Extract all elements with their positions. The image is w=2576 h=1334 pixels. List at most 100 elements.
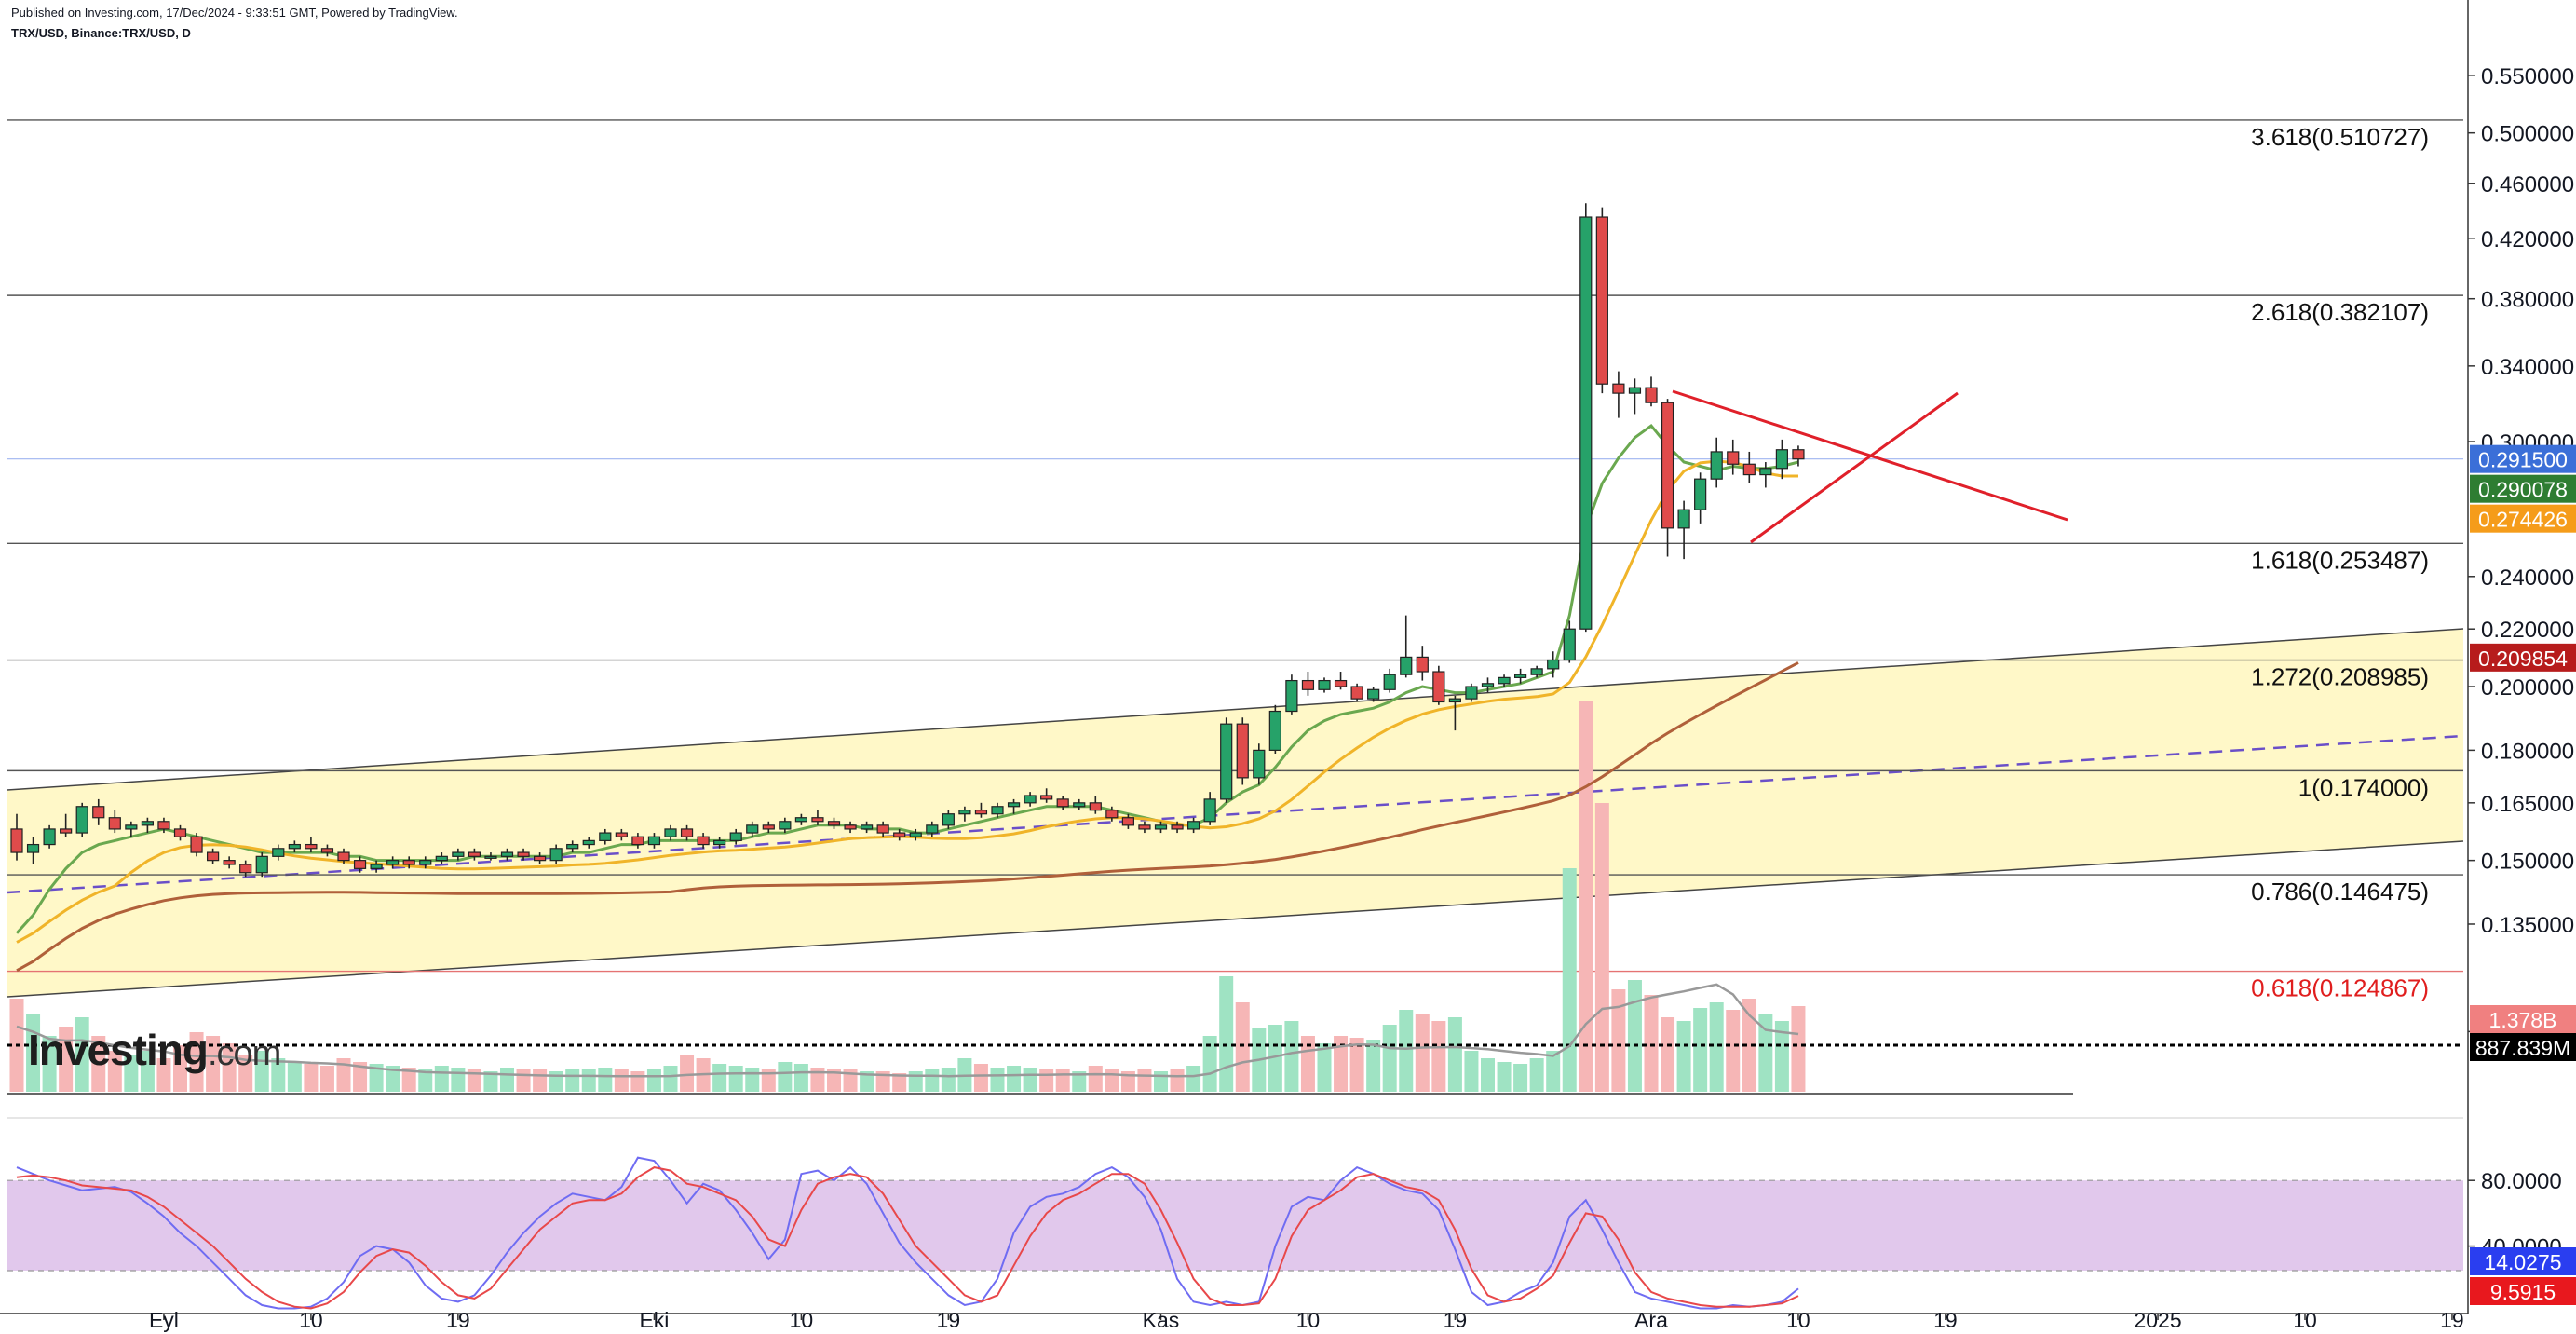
stoch-k-badge: 14.0275 — [2470, 1247, 2576, 1275]
candle-body — [1677, 509, 1690, 529]
channel-fill — [7, 629, 2463, 997]
volume-bar — [1661, 1017, 1675, 1092]
candle-body — [288, 843, 301, 850]
candle-body — [746, 824, 759, 834]
candle — [599, 828, 612, 845]
volume-bar — [778, 1062, 793, 1092]
candle — [1694, 472, 1707, 524]
candle-body — [419, 860, 432, 865]
candle — [1186, 817, 1200, 834]
price-badge: 0.291500 — [2470, 444, 2576, 473]
candle — [43, 824, 56, 849]
candle — [1154, 821, 1168, 834]
time-tick-label: 19 — [446, 1308, 470, 1332]
volume-average-badge-bg — [2470, 1033, 2576, 1061]
candle — [1056, 796, 1069, 810]
candle — [468, 848, 481, 861]
time-tick-label: Ara — [1634, 1308, 1668, 1332]
candle — [419, 856, 432, 869]
candle — [1089, 796, 1102, 814]
volume-bar — [500, 1068, 514, 1092]
time-tick-label: 10 — [2293, 1308, 2317, 1332]
candle-body — [1285, 679, 1298, 713]
candle — [517, 848, 530, 861]
volume-bar — [173, 1045, 187, 1092]
time-tick-label: 10 — [1296, 1308, 1321, 1332]
volume-bar — [1464, 1051, 1479, 1092]
candle — [60, 813, 73, 837]
candlesticks — [10, 203, 1805, 878]
candle-body — [1007, 802, 1021, 808]
price-tick-label: 0.180000 — [2481, 739, 2574, 764]
stoch-d-badge: 9.5915 — [2470, 1277, 2576, 1305]
candle — [1318, 677, 1331, 693]
stoch-k-badge-bg — [2470, 1247, 2576, 1275]
volume-bar — [140, 1051, 155, 1092]
price-tick-label: 0.420000 — [2481, 227, 2574, 252]
candle-body — [1220, 723, 1233, 800]
volume-bar — [810, 1068, 825, 1092]
candle-body — [75, 806, 88, 834]
candle-body — [664, 828, 677, 837]
candle-body — [141, 821, 154, 826]
volume-bar — [1268, 1025, 1282, 1092]
candle — [1775, 439, 1789, 480]
candle-body — [1694, 478, 1707, 510]
candle — [386, 856, 400, 869]
triangle-lower-line — [1750, 391, 1959, 544]
candle-body — [1710, 451, 1723, 480]
candle — [1236, 717, 1249, 785]
price-badge: 0.274426 — [2470, 504, 2576, 533]
candle-body — [1481, 683, 1495, 687]
volume-bar — [1284, 1021, 1299, 1092]
candle — [566, 840, 579, 853]
candle-body — [386, 860, 400, 865]
price-tick-label: 0.500000 — [2481, 122, 2574, 147]
candle-body — [239, 864, 252, 874]
symmetrical-triangle — [1672, 389, 2068, 544]
price-tick-label: 0.240000 — [2481, 565, 2574, 591]
candle — [631, 833, 644, 849]
candle — [1792, 445, 1805, 467]
candle — [353, 856, 367, 873]
candle — [305, 837, 318, 853]
fib-label: 1.618(0.253487) — [2251, 546, 2429, 574]
volume-bar — [124, 1055, 139, 1092]
volume-bar — [75, 1017, 89, 1092]
volume-bar — [1644, 995, 1659, 1092]
candle — [337, 848, 350, 864]
volume-bar — [319, 1066, 334, 1092]
candle — [288, 840, 301, 853]
time-tick-label: 10 — [790, 1308, 814, 1332]
volume-bar — [1546, 1051, 1561, 1092]
volume-bar — [91, 1036, 106, 1092]
candle-body — [1759, 468, 1772, 476]
volume-average-badge: 887.839M — [2470, 1033, 2576, 1061]
candle-body — [1775, 449, 1789, 470]
time-tick-label: 19 — [1444, 1308, 1468, 1332]
price-tick-label: 0.340000 — [2481, 355, 2574, 380]
candle — [1530, 665, 1543, 678]
candle-body — [549, 848, 563, 862]
time-tick-label: 19 — [2440, 1308, 2464, 1332]
candle-body — [10, 828, 23, 853]
volume-bar — [646, 1069, 661, 1092]
volume-bar — [973, 1064, 988, 1092]
candle-body — [713, 839, 726, 846]
price-tick-label: 0.135000 — [2481, 913, 2574, 938]
ema-mid-line — [16, 459, 1798, 944]
candle — [402, 856, 415, 869]
volume-bar — [1334, 1036, 1349, 1092]
candle — [141, 817, 154, 834]
candle — [926, 821, 939, 837]
candle-body — [942, 813, 955, 826]
volume-bar — [1481, 1058, 1495, 1092]
price-tick-label: 0.200000 — [2481, 675, 2574, 701]
candle — [452, 848, 465, 861]
candle — [26, 837, 40, 864]
price-badge-text: 0.290078 — [2478, 478, 2568, 502]
price-tick-label: 0.165000 — [2481, 792, 2574, 817]
candle — [10, 813, 23, 861]
